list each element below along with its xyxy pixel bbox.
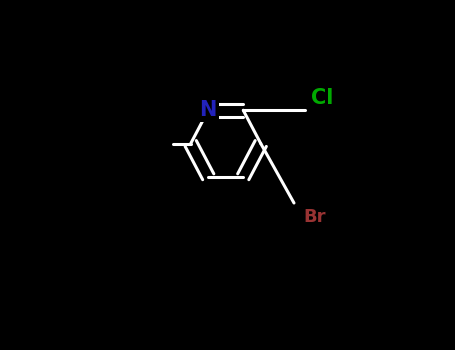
Text: Cl: Cl: [311, 88, 333, 108]
Text: Br: Br: [304, 208, 326, 226]
Text: N: N: [200, 100, 217, 120]
